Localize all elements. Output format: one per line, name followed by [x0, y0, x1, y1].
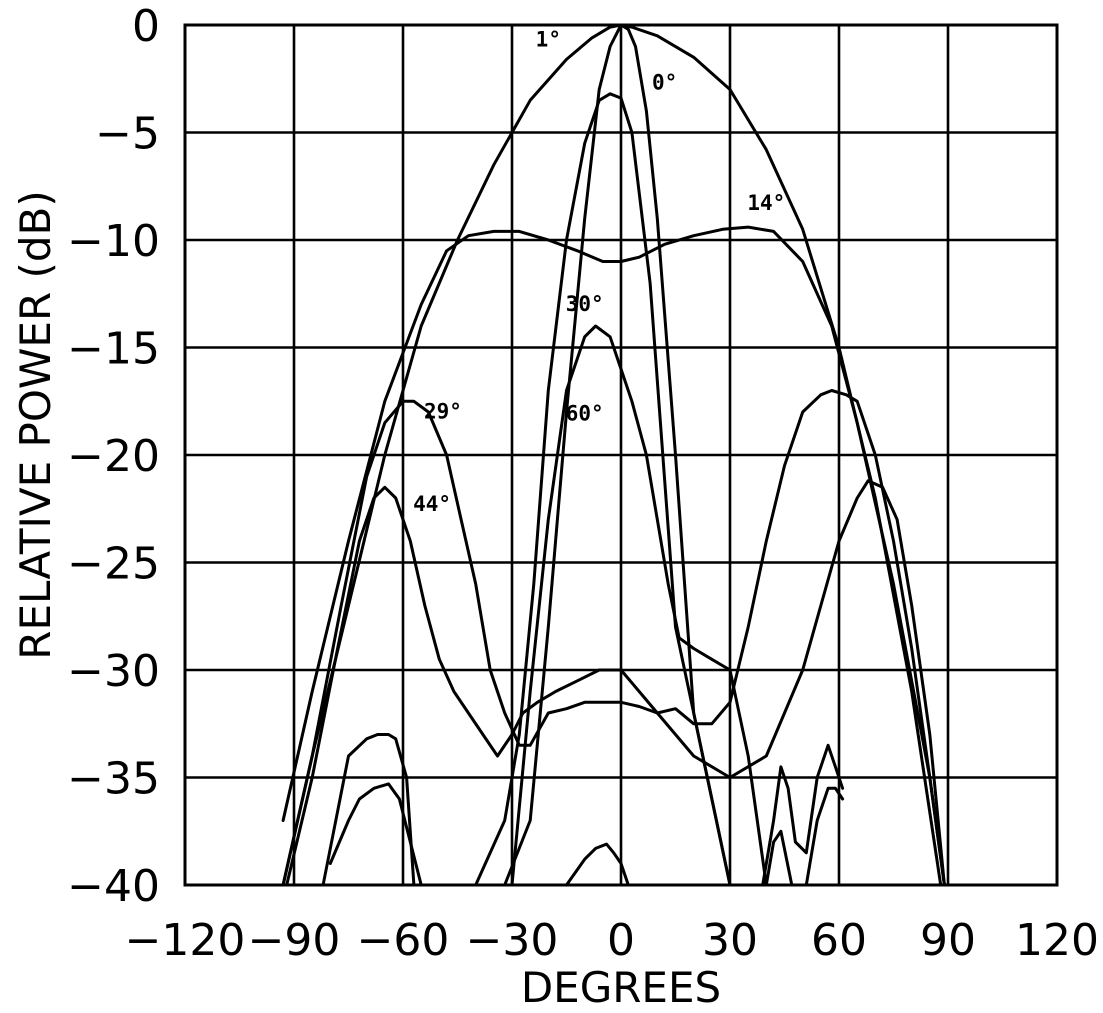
- x-tick-label: −30: [466, 915, 559, 966]
- curve-label: 44°: [413, 492, 451, 516]
- y-tick-labels: 0 −5 −10 −15 −20 −25 −30 −35 −40: [67, 1, 160, 912]
- y-tick-label: −10: [67, 216, 160, 267]
- curve-label: 0°: [652, 71, 677, 95]
- series-curve: [281, 389, 946, 887]
- curves: [281, 23, 946, 887]
- curve-label: 1°: [536, 28, 561, 52]
- x-axis-title: DEGREES: [521, 963, 721, 1012]
- y-tick-label: −40: [67, 861, 160, 912]
- series-curve: [328, 782, 423, 887]
- series-curve: [565, 842, 696, 887]
- y-tick-label: −20: [67, 431, 160, 482]
- x-tick-label: 30: [702, 915, 758, 966]
- series-curve: [761, 743, 845, 887]
- series-curve: [285, 479, 946, 887]
- series-curve: [510, 324, 768, 887]
- x-tick-label: 60: [811, 915, 867, 966]
- curve-label: 29°: [424, 399, 462, 423]
- curve-labels: 1° 0° 14° 30° 29° 60° 44°: [413, 28, 785, 516]
- x-tick-label: −90: [248, 915, 341, 966]
- y-tick-label: −25: [67, 539, 160, 590]
- curve-label: 14°: [747, 191, 785, 215]
- x-tick-labels: −120 −90 −60 −30 0 30 60 90 120: [125, 915, 1099, 966]
- series-curve: [437, 92, 943, 887]
- y-axis-title: RELATIVE POWER (dB): [11, 190, 60, 659]
- y-tick-label: −15: [67, 324, 160, 375]
- series-curve: [764, 786, 845, 887]
- curve-label: 60°: [566, 402, 604, 426]
- series-curve: [321, 733, 416, 887]
- x-tick-label: −120: [125, 915, 246, 966]
- y-tick-label: −30: [67, 646, 160, 697]
- curve-label: 30°: [566, 292, 604, 316]
- y-tick-label: 0: [132, 1, 160, 52]
- y-tick-label: −35: [67, 754, 160, 805]
- x-tick-label: −60: [357, 915, 450, 966]
- series-curve: [281, 23, 943, 887]
- series-curve: [281, 225, 946, 887]
- x-tick-label: 90: [920, 915, 976, 966]
- y-tick-label: −5: [95, 109, 160, 160]
- x-tick-label: 120: [1015, 915, 1099, 966]
- x-tick-label: 0: [607, 915, 635, 966]
